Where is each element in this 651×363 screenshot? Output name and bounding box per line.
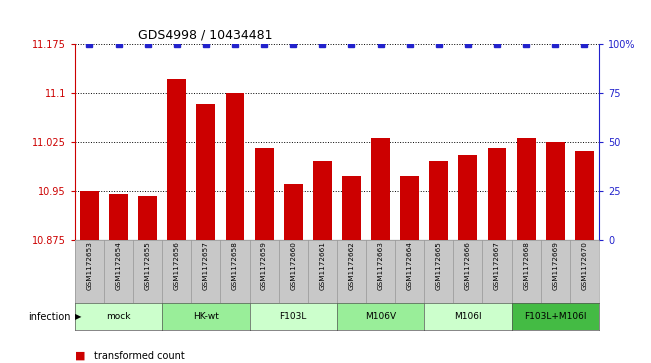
Text: GSM1172664: GSM1172664 (407, 241, 413, 290)
Text: GSM1172655: GSM1172655 (145, 241, 150, 290)
Bar (138, 196, 157, 240)
Bar (109, 194, 128, 240)
Text: GSM1172654: GSM1172654 (115, 241, 122, 290)
Text: GSM1172663: GSM1172663 (378, 241, 383, 290)
Text: GSM1172661: GSM1172661 (320, 241, 326, 290)
Text: ■: ■ (75, 351, 85, 361)
Bar (400, 176, 419, 240)
Bar (546, 142, 564, 240)
Bar (80, 191, 99, 240)
Text: GSM1172666: GSM1172666 (465, 241, 471, 290)
Text: GDS4998 / 10434481: GDS4998 / 10434481 (138, 28, 272, 41)
Text: GSM1172670: GSM1172670 (581, 241, 587, 290)
Text: GSM1172658: GSM1172658 (232, 241, 238, 290)
Bar (284, 184, 303, 240)
Bar (167, 79, 186, 240)
Text: GSM1172665: GSM1172665 (436, 241, 442, 290)
Text: GSM1172659: GSM1172659 (261, 241, 267, 290)
Text: GSM1172662: GSM1172662 (348, 241, 354, 290)
Text: GSM1172667: GSM1172667 (494, 241, 500, 290)
Text: GSM1172653: GSM1172653 (87, 241, 92, 290)
Text: mock: mock (106, 312, 131, 321)
Bar (371, 138, 390, 240)
Text: F103L+M106I: F103L+M106I (524, 312, 587, 321)
Text: F103L: F103L (279, 312, 307, 321)
Bar (488, 148, 506, 240)
Bar (225, 93, 245, 240)
Bar (197, 104, 215, 240)
Text: HK-wt: HK-wt (193, 312, 219, 321)
Bar (575, 151, 594, 240)
Text: M106V: M106V (365, 312, 396, 321)
Text: ▶: ▶ (75, 312, 81, 321)
Bar (342, 176, 361, 240)
Text: infection: infection (29, 312, 71, 322)
Bar (517, 138, 536, 240)
Text: GSM1172660: GSM1172660 (290, 241, 296, 290)
Text: GSM1172669: GSM1172669 (552, 241, 559, 290)
Text: M106I: M106I (454, 312, 482, 321)
Bar (255, 148, 273, 240)
Bar (313, 161, 332, 240)
Bar (458, 155, 477, 240)
Text: transformed count: transformed count (94, 351, 185, 361)
Text: GSM1172656: GSM1172656 (174, 241, 180, 290)
Text: GSM1172657: GSM1172657 (203, 241, 209, 290)
Bar (429, 161, 449, 240)
Text: GSM1172668: GSM1172668 (523, 241, 529, 290)
